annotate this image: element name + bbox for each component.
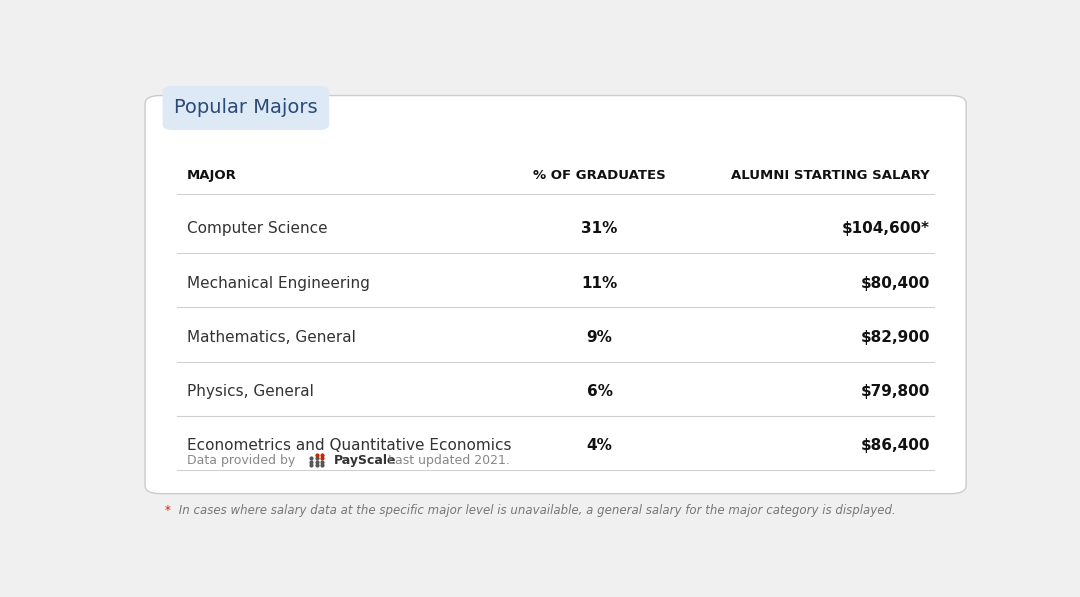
Text: 6%: 6% <box>586 384 612 399</box>
Text: MAJOR: MAJOR <box>187 168 237 181</box>
Text: 31%: 31% <box>581 221 618 236</box>
FancyBboxPatch shape <box>163 86 329 130</box>
Text: In cases where salary data at the specific major level is unavailable, a general: In cases where salary data at the specif… <box>175 504 896 517</box>
Text: Econometrics and Quantitative Economics: Econometrics and Quantitative Economics <box>187 438 512 453</box>
Text: Last updated 2021.: Last updated 2021. <box>388 454 510 467</box>
Text: ALUMNI STARTING SALARY: ALUMNI STARTING SALARY <box>731 168 930 181</box>
FancyBboxPatch shape <box>145 96 967 494</box>
Text: $104,600*: $104,600* <box>842 221 930 236</box>
Text: $80,400: $80,400 <box>861 276 930 291</box>
Text: $86,400: $86,400 <box>861 438 930 453</box>
Text: Mathematics, General: Mathematics, General <box>187 330 355 345</box>
Text: PayScale: PayScale <box>334 454 396 467</box>
Text: % OF GRADUATES: % OF GRADUATES <box>534 168 666 181</box>
Text: $79,800: $79,800 <box>861 384 930 399</box>
Text: Mechanical Engineering: Mechanical Engineering <box>187 276 369 291</box>
Text: Computer Science: Computer Science <box>187 221 327 236</box>
Text: 11%: 11% <box>581 276 618 291</box>
Text: Physics, General: Physics, General <box>187 384 314 399</box>
Text: 4%: 4% <box>586 438 612 453</box>
Text: Data provided by: Data provided by <box>187 454 295 467</box>
Text: Popular Majors: Popular Majors <box>174 99 318 118</box>
Text: 9%: 9% <box>586 330 612 345</box>
Text: $82,900: $82,900 <box>861 330 930 345</box>
Text: *: * <box>164 504 171 517</box>
